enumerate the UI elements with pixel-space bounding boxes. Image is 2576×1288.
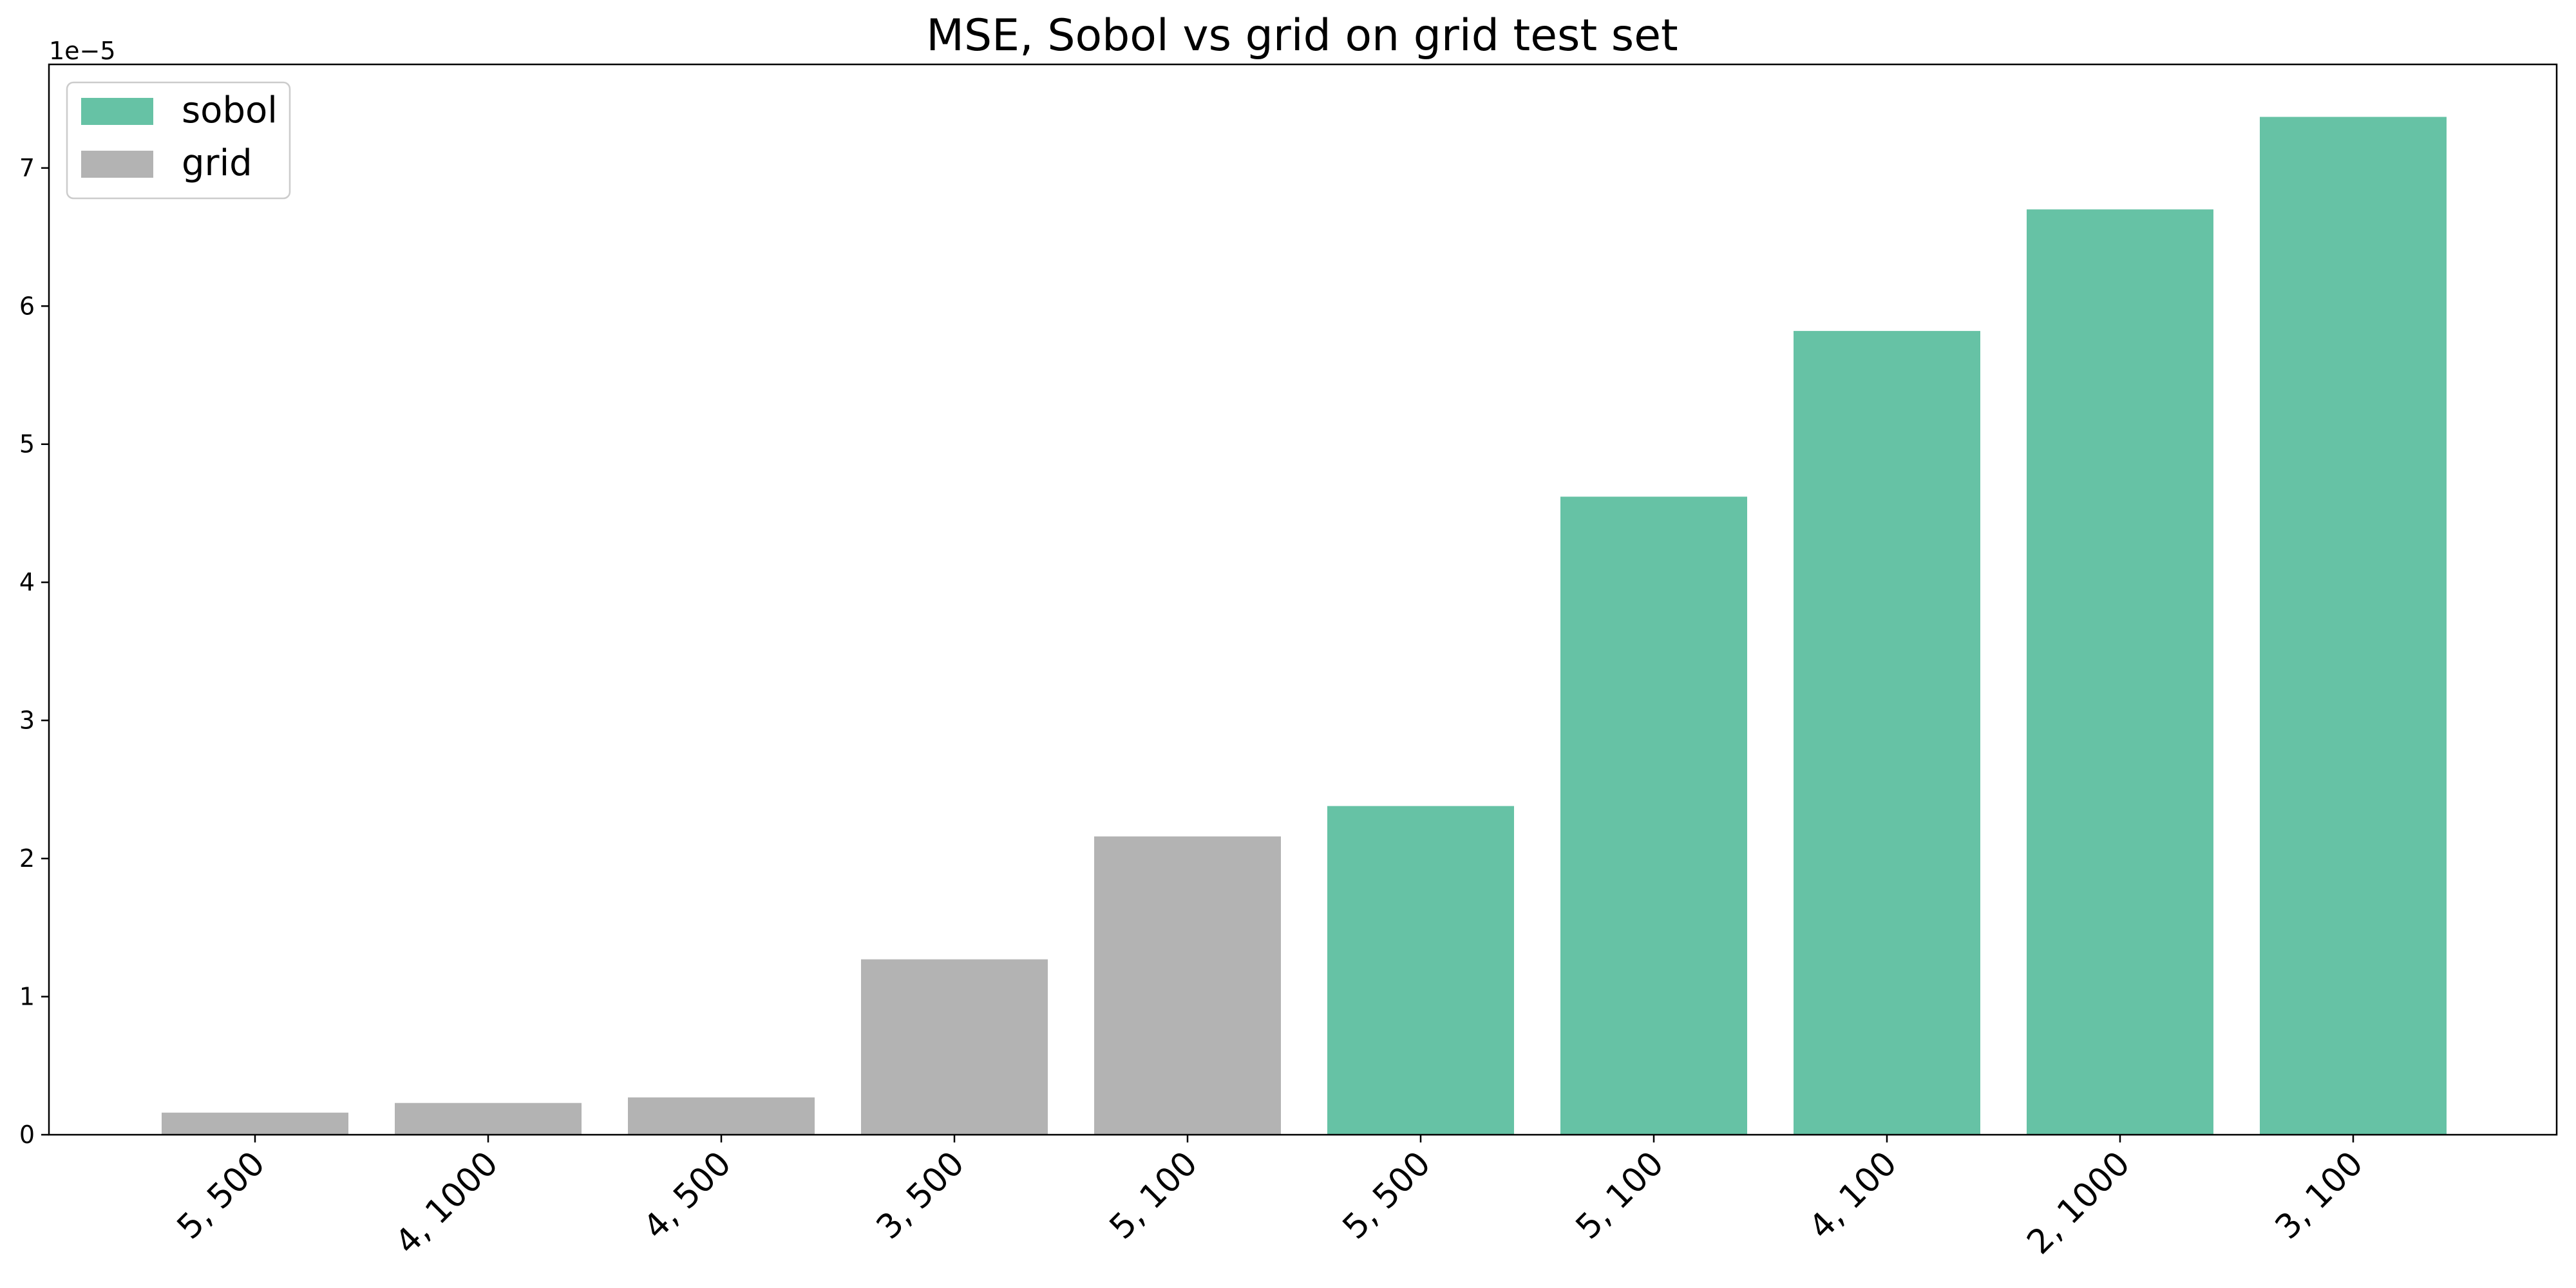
legend-swatch-sobol [81,98,153,125]
bar-sobol [1794,330,1980,1135]
chart-title: MSE, Sobol vs grid on grid test set [926,10,1678,61]
bar-grid [628,1097,815,1135]
legend: sobol grid [66,81,291,200]
bar-sobol [1327,806,1514,1135]
bar-grid [861,959,1048,1135]
y-tick-label: 6 [19,292,35,320]
y-tick-label: 4 [19,568,35,596]
y-tick-label: 1 [19,983,35,1011]
bar-sobol [1560,497,1747,1135]
y-tick-label: 5 [19,430,35,459]
bars-group [162,117,2447,1135]
y-tick-label: 3 [19,706,35,735]
bar-grid [395,1103,582,1135]
bar-sobol [2260,117,2447,1135]
legend-swatch-grid [81,151,153,178]
bar-grid [1094,836,1281,1135]
y-tick-label: 2 [19,844,35,873]
legend-label-sobol: sobol [182,90,278,131]
y-tick-label: 7 [19,154,35,182]
y-tick-label: 0 [19,1121,35,1149]
bar-grid [162,1112,348,1135]
y-axis-ticks: 0 1 2 3 4 5 6 7 [19,154,49,1149]
plot-frame [48,63,2558,1136]
legend-label-grid: grid [182,142,252,184]
bar-sobol [2027,209,2213,1135]
y-axis-offset-label: 1e−5 [49,37,116,65]
